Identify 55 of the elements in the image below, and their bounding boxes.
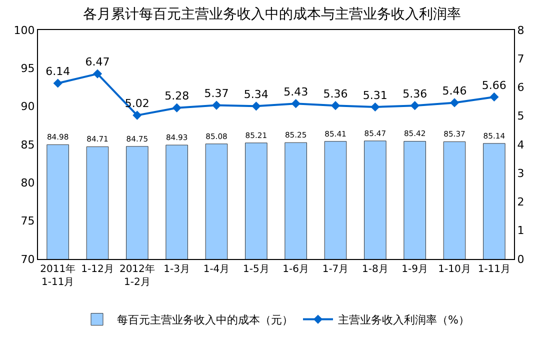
y2-tick-label: 5 xyxy=(517,110,524,123)
data-label: 5.66 xyxy=(482,78,506,92)
x-tick-label: 1-6月 xyxy=(282,264,309,275)
point xyxy=(410,101,420,110)
data-label: 5.37 xyxy=(204,87,229,100)
data-label: 6.14 xyxy=(46,65,70,78)
y-tick-label: 80 xyxy=(20,176,35,190)
legend-label: 每百元主营业务收入中的成本（元） xyxy=(117,314,293,327)
legend-label: 主营业务收入利润率（%） xyxy=(338,314,470,327)
x-tick-label: 1-7月 xyxy=(322,264,349,275)
data-label: 5.34 xyxy=(244,88,268,102)
point xyxy=(212,100,222,110)
data-label: 5.36 xyxy=(323,87,348,100)
y-tick-label: 95 xyxy=(20,62,35,76)
y2-tick-label: 4 xyxy=(517,138,524,152)
point xyxy=(450,98,460,108)
x-tick-label: 2011年 1-11月 xyxy=(40,263,76,288)
data-label: 6.47 xyxy=(85,56,110,69)
y-tick-label: 90 xyxy=(20,100,35,114)
x-tick-label: 1-5月 xyxy=(243,264,270,275)
data-label: 5.36 xyxy=(402,87,428,100)
data-label: 5.43 xyxy=(284,85,308,98)
point xyxy=(252,102,261,111)
data-label: 5.02 xyxy=(124,97,150,110)
y2-tick-label: 1 xyxy=(517,224,524,238)
point xyxy=(92,69,102,78)
x-tick-label: 1-11月 xyxy=(478,264,511,275)
data-label: 5.31 xyxy=(362,88,388,102)
y2-tick-label: 2 xyxy=(517,196,524,209)
point xyxy=(291,99,300,108)
y2-tick-label: 7 xyxy=(517,52,524,66)
x-tick-label: 1-8月 xyxy=(362,264,388,275)
x-tick-label: 2012年 1-2月 xyxy=(119,263,155,288)
data-label: 5.28 xyxy=(164,90,190,103)
x-tick-label: 1-3月 xyxy=(164,264,190,275)
y2-tick-label: 0 xyxy=(517,252,524,266)
y2-tick-label: 8 xyxy=(517,24,524,37)
point xyxy=(53,78,62,88)
x-tick-label: 1-12月 xyxy=(81,264,114,275)
y-tick-label: 85 xyxy=(20,138,35,152)
x-tick-label: 1-10月 xyxy=(438,264,471,275)
y-tick-label: 70 xyxy=(20,252,35,266)
data-label: 5.46 xyxy=(442,84,467,98)
point xyxy=(370,102,380,112)
y2-tick-label: 6 xyxy=(517,81,524,94)
point xyxy=(132,110,142,120)
x-tick-label: 1-4月 xyxy=(203,264,230,275)
y-tick-label: 100 xyxy=(14,24,35,37)
point xyxy=(172,103,182,112)
point xyxy=(330,101,340,110)
chart-title: 各月累计每百元主营业务收入中的成本与主营业务收入利润率 xyxy=(83,6,461,22)
x-tick-label: 1-9月 xyxy=(402,264,428,275)
y2-tick-label: 3 xyxy=(517,166,524,180)
point xyxy=(490,92,499,102)
y-tick-label: 75 xyxy=(20,214,35,228)
